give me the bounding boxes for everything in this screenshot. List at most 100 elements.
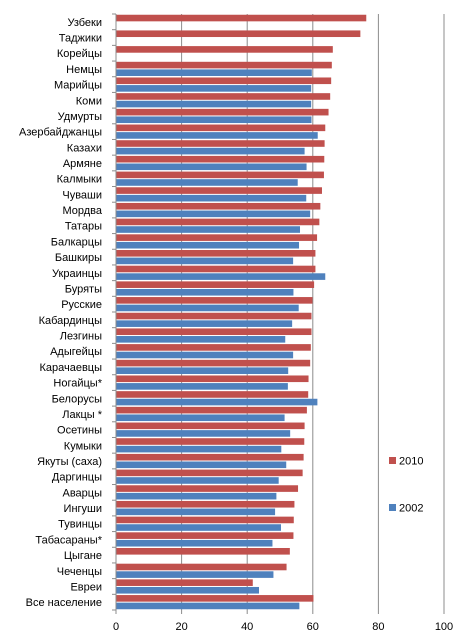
bar-2002 <box>116 367 289 374</box>
legend-swatch-2010 <box>389 457 396 464</box>
bar-2010 <box>116 218 320 226</box>
bar-2002 <box>116 304 299 312</box>
bar-2002 <box>116 147 305 155</box>
bar-2002 <box>116 461 287 469</box>
category-label: Узбеки <box>67 17 102 29</box>
bar-2010 <box>116 312 312 320</box>
bar-2010 <box>116 108 329 116</box>
bar-2010 <box>116 77 332 85</box>
bar-2010 <box>116 234 318 241</box>
bar-2002 <box>116 414 285 422</box>
category-label: Марийцы <box>54 80 102 92</box>
bar-2010 <box>116 469 303 477</box>
bar-2010 <box>116 532 294 539</box>
legend-label: 2002 <box>399 503 423 515</box>
legend: 2010 2002 <box>389 456 423 515</box>
category-label: Белорусы <box>52 393 103 405</box>
bar-2002 <box>116 241 300 249</box>
bar-2010 <box>116 453 304 461</box>
bar-2010 <box>116 548 290 555</box>
bar-2002 <box>116 539 273 547</box>
x-tick-label: 60 <box>307 621 319 633</box>
bar-2002 <box>116 477 279 484</box>
bar-2010 <box>116 375 309 383</box>
bar-2010 <box>116 93 331 100</box>
category-label: Лакцы * <box>62 409 102 421</box>
x-tick-label: 100 <box>435 621 453 633</box>
category-label: Осетины <box>57 425 102 437</box>
category-label: Казахи <box>67 142 102 154</box>
bar-2002 <box>116 69 312 76</box>
bar-2010 <box>116 438 305 445</box>
category-label: Азербайджанцы <box>19 127 102 139</box>
category-labels: Узбеки Таджики Корейцы Немцы Марийцы Коми Удму… <box>19 17 103 609</box>
category-label: Татары <box>65 221 102 233</box>
category-label: Русские <box>61 299 102 311</box>
category-label: Аварцы <box>63 487 103 499</box>
bar-2010 <box>116 485 299 492</box>
bars <box>116 14 367 610</box>
bar-2010 <box>116 265 316 273</box>
bar-2002 <box>116 226 301 233</box>
bar-2010 <box>116 516 294 524</box>
bar-2002 <box>116 273 326 280</box>
category-label: Таджики <box>59 33 102 45</box>
category-label: Ногайцы* <box>53 378 102 390</box>
category-label: Балкарцы <box>51 236 102 248</box>
bar-2010 <box>116 202 321 210</box>
bar-2010 <box>116 171 324 179</box>
bar-2002 <box>116 602 300 610</box>
category-label: Кумыки <box>64 440 102 452</box>
category-label: Лезгины <box>60 331 102 343</box>
bar-2010 <box>116 187 322 194</box>
bar-2002 <box>116 85 312 92</box>
category-label: Калмыки <box>57 174 102 186</box>
bar-2010 <box>116 328 312 336</box>
category-label: Адыгейцы <box>50 346 102 358</box>
category-label: Карачаевцы <box>39 362 102 374</box>
bar-2010 <box>116 30 361 38</box>
bar-2002 <box>116 383 288 390</box>
bar-2002 <box>116 179 298 186</box>
category-label: Все население <box>26 597 102 609</box>
bar-2002 <box>116 210 311 218</box>
bar-2010 <box>116 344 311 351</box>
bar-2002 <box>116 586 260 594</box>
bar-2002 <box>116 492 277 500</box>
category-label: Ингуши <box>64 503 102 515</box>
legend-label: 2010 <box>399 456 423 468</box>
bar-2010 <box>116 250 316 257</box>
bar-2002 <box>116 257 294 265</box>
x-tick-label: 40 <box>241 621 253 633</box>
axes <box>112 13 445 614</box>
bar-2002 <box>116 524 281 531</box>
bar-2010 <box>116 359 311 367</box>
category-label: Евреи <box>70 581 102 593</box>
category-label: Буряты <box>65 283 102 295</box>
x-tick-label: 80 <box>372 621 384 633</box>
bar-2002 <box>116 571 274 578</box>
tick-labels: 0 20 40 60 80 100 <box>113 621 453 633</box>
bar-2002 <box>116 194 307 202</box>
bar-2010 <box>116 563 287 571</box>
category-label: Цыгане <box>64 550 102 562</box>
category-label: Кабардинцы <box>39 315 102 327</box>
category-label: Даргинцы <box>52 472 102 484</box>
bar-2010 <box>116 297 313 304</box>
bar-2010 <box>116 155 325 163</box>
bar-2010 <box>116 281 315 288</box>
bar-2002 <box>116 320 293 327</box>
bar-2002 <box>116 351 294 359</box>
category-label: Табасараны* <box>35 534 102 546</box>
category-label: Немцы <box>66 64 102 76</box>
bar-2010 <box>116 500 295 508</box>
bar-2002 <box>116 163 307 171</box>
bar-2010 <box>116 391 309 398</box>
bar-2010 <box>116 595 314 602</box>
category-label: Чуваши <box>62 189 102 201</box>
legend-swatch-2002 <box>389 504 396 511</box>
bar-2010 <box>116 14 367 22</box>
bar-2010 <box>116 124 326 132</box>
bar-2010 <box>116 140 325 147</box>
